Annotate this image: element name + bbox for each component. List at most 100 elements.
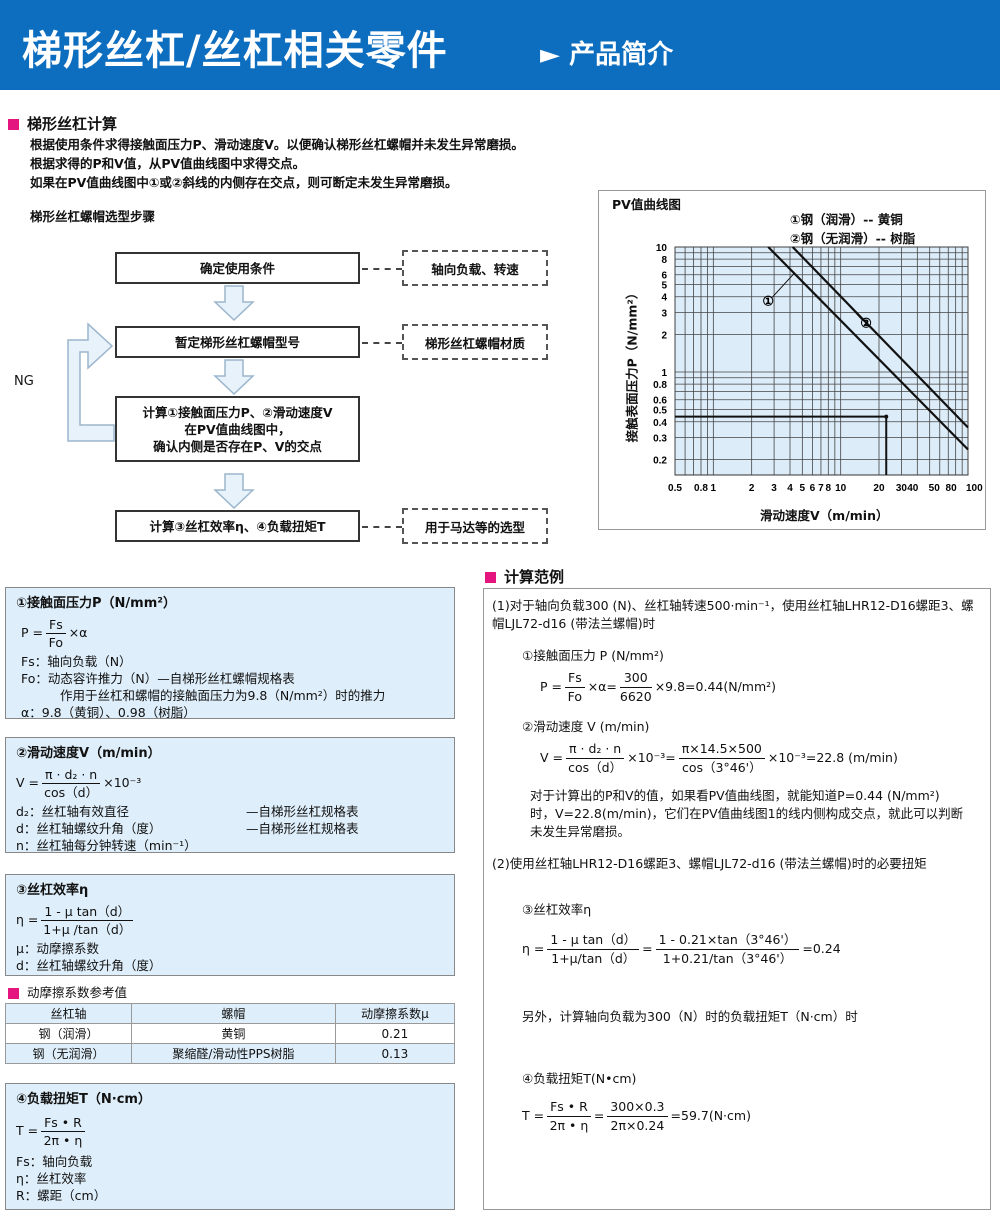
connector-line xyxy=(362,268,402,270)
flow-title: 梯形丝杠螺帽选型步骤 xyxy=(30,209,156,224)
torque-title: ④负载扭矩T(N•cm) xyxy=(522,1071,637,1086)
f-part: ×9.8=0.44(N/mm²) xyxy=(654,679,777,694)
x-tick-label: 6 xyxy=(810,483,816,494)
x-tick-label: 80 xyxy=(946,483,958,494)
var-def: μ：动摩擦系数 xyxy=(16,941,99,956)
denominator: Fo xyxy=(567,689,583,704)
y-tick-label: 3 xyxy=(661,308,667,319)
example-heading-text: 计算范例 xyxy=(504,568,565,586)
flow-step-3: 计算①接触面压力P、②滑动速度V 在PV值曲线图中， 确认内侧是否存在P、V的交… xyxy=(115,396,360,462)
y-tick-label: 0.5 xyxy=(653,406,667,417)
var-def: n：丝杠轴每分钟转速（min⁻¹） xyxy=(16,838,197,853)
x-tick-label: 5 xyxy=(800,483,806,494)
x-tick-label: 3 xyxy=(771,483,777,494)
numerator: Fs • R xyxy=(547,1098,591,1117)
ng-loop-arrow-icon xyxy=(67,322,115,442)
series-leader-line xyxy=(839,295,863,321)
table-cell: 0.13 xyxy=(334,1043,456,1064)
down-arrow-icon xyxy=(213,285,255,322)
f-part: ×10⁻³= xyxy=(627,750,676,765)
column-header: 丝杠轴 xyxy=(5,1003,132,1024)
f-part: ×10⁻³=22.8 (m/min) xyxy=(767,750,898,765)
case-1-text: (1)对于轴向负载300 (N)、丝杠轴转速500·min⁻¹，使用丝杠轴LHR… xyxy=(492,598,974,631)
var-def: Fs：轴向负载 xyxy=(16,1154,93,1169)
intersection-point xyxy=(884,414,889,419)
bullet-icon xyxy=(8,119,19,130)
table-header-row: 丝杠轴 螺帽 动摩擦系数μ xyxy=(5,1003,456,1024)
denominator: cos（d） xyxy=(44,785,99,800)
flow-step-1: 确定使用条件 xyxy=(115,252,360,284)
case-2-text: (2)使用丝杠轴LHR12-D16螺距3、螺帽LJL72-d16 (带法兰螺帽)… xyxy=(492,856,927,871)
table-cell: 黄铜 xyxy=(130,1023,336,1044)
numerator: π · d₂ · n xyxy=(42,766,101,784)
formula-rhs: ×α xyxy=(68,625,88,640)
y-tick-label: 10 xyxy=(656,243,668,254)
formula-lhs: P = xyxy=(21,625,43,640)
flow-note-3: 用于马达等的选型 xyxy=(402,508,548,544)
x-tick-label: 2 xyxy=(749,483,755,494)
column-header: 螺帽 xyxy=(130,1003,336,1024)
formula-box-load-torque: ④负载扭矩T（N·cm） T = Fs • R 2π • η Fs：轴向负载 η：丝… xyxy=(5,1083,455,1210)
x-tick-label: 1 xyxy=(711,483,717,494)
torque-formula: T = Fs • R 2π • η = 300×0.3 2π×0.24 =59.7(N·cm… xyxy=(522,1098,982,1135)
y-tick-label: 0.4 xyxy=(653,418,667,429)
down-arrow-icon xyxy=(213,359,255,396)
legend-item-1: ①钢（润滑）-- 黄铜 xyxy=(790,212,903,227)
plot-area xyxy=(674,246,969,476)
example-box: (1)对于轴向负载300 (N)、丝杠轴转速500·min⁻¹，使用丝杠轴LHR… xyxy=(483,588,991,1210)
x-tick-label: 20 xyxy=(873,483,885,494)
flow-note-1: 轴向负载、转速 xyxy=(402,250,548,286)
formula-box-sliding-speed: ②滑动速度V（m/min） V = π · d₂ · n cos（d） ×10⁻³ d… xyxy=(5,737,455,853)
denominator: 2π×0.24 xyxy=(610,1118,665,1133)
numerator: 1 - μ tan（d） xyxy=(41,903,134,921)
f-part: V = xyxy=(540,750,563,765)
y-tick-label: 5 xyxy=(661,281,667,292)
pressure-title: ①接触面压力 P (N/mm²) xyxy=(522,648,664,663)
x-tick-label: 0.8 xyxy=(694,483,708,494)
formula-lhs: η = xyxy=(16,912,39,927)
x-tick-label: 4 xyxy=(787,483,793,494)
bullet-icon xyxy=(8,988,19,999)
denominator: 1+μ/tan（d） xyxy=(551,951,636,966)
table-row: 钢（无润滑） 聚缩醛/滑动性PPS树脂 0.13 xyxy=(5,1043,456,1064)
formula-lhs: T = xyxy=(16,1123,39,1138)
friction-heading: 动摩擦系数参考值 xyxy=(8,983,127,1002)
var-source: —自梯形丝杠规格表 xyxy=(246,804,359,819)
denominator: cos（d） xyxy=(568,760,623,775)
y-tick-label: 0.8 xyxy=(653,380,667,391)
table-cell: 聚缩醛/滑动性PPS树脂 xyxy=(130,1043,336,1064)
y-tick-label: 0.3 xyxy=(653,433,667,444)
bullet-icon xyxy=(485,572,496,583)
var-source: —自梯形丝杠规格表 xyxy=(246,821,359,836)
series-line-2 xyxy=(791,246,969,429)
x-tick-label: 30 xyxy=(896,483,908,494)
triangle-icon: ► xyxy=(540,40,560,70)
ng-label: NG xyxy=(14,374,34,389)
y-tick-label: 4 xyxy=(661,293,667,304)
intro-heading-text: 梯形丝杠计算 xyxy=(27,115,118,133)
intro-line: 根据使用条件求得接触面压力P、滑动速度V。以便确认梯形丝杠螺帽并未发生异常磨损。 xyxy=(30,137,524,152)
denominator: Fo xyxy=(48,635,64,650)
y-tick-label: 8 xyxy=(661,255,667,266)
denominator: 1+0.21/tan（3°46'） xyxy=(662,951,793,966)
x-axis-label: 滑动速度V（m/min） xyxy=(760,508,889,523)
column-header: 动摩擦系数μ xyxy=(334,1003,456,1024)
var-def: R：螺距（cm） xyxy=(16,1188,107,1203)
numerator: Fs • R xyxy=(41,1114,85,1132)
f-part: = xyxy=(593,1108,605,1123)
efficiency-formula: η = 1 - μ tan（d） 1+μ/tan（d） = 1 - 0.21×tan（3… xyxy=(522,931,982,968)
box-title: ④负载扭矩T（N·cm） xyxy=(16,1092,151,1107)
x-tick-label: 7 xyxy=(818,483,824,494)
speed-formula: V = π · d₂ · n cos（d） ×10⁻³= π×14.5×500 cos（3… xyxy=(540,740,982,777)
f-part: ×α= xyxy=(587,679,617,694)
friction-heading-text: 动摩擦系数参考值 xyxy=(27,985,128,1000)
y-tick-label: 0.2 xyxy=(653,455,667,466)
y-tick-label: 1 xyxy=(661,368,667,379)
box-title: ③丝杠效率η xyxy=(16,883,89,898)
f-part: =0.24 xyxy=(802,941,841,956)
series-label: ① xyxy=(762,293,774,308)
formula-lhs: V = xyxy=(16,775,39,790)
var-def: d：丝杠轴螺纹升角（度） xyxy=(16,821,162,836)
speed-title: ②滑动速度 V (m/min) xyxy=(522,719,650,734)
f-part: = xyxy=(642,941,653,956)
